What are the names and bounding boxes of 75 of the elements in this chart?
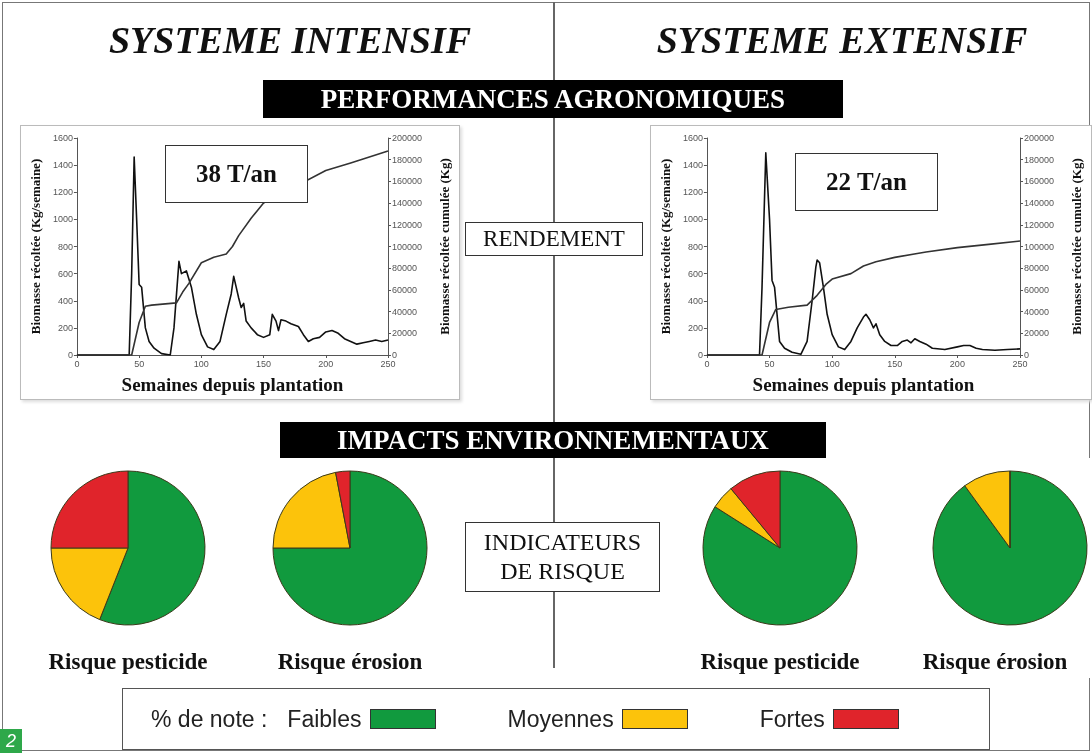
x-tick-label: 100 <box>824 358 840 369</box>
y-tick-label: 1200 <box>52 187 73 198</box>
x-tick-label: 0 <box>74 358 80 369</box>
y-tick-label: 0 <box>67 350 73 360</box>
y-tick-label: 600 <box>57 268 73 279</box>
y2-tick-label: 80000 <box>392 263 418 274</box>
y2-tick-label: 160000 <box>392 176 423 187</box>
y-tick-label: 1600 <box>682 133 703 143</box>
y2-axis-title: Biomasse récoltée cumulée (Kg) <box>437 158 452 335</box>
x-axis-title: Semaines depuis plantation <box>121 374 344 395</box>
text: Risque pesticide <box>48 649 208 674</box>
text: RENDEMENT <box>465 222 643 256</box>
text: 2 <box>0 729 22 753</box>
annotation: 22 T/an <box>795 153 938 211</box>
y-tick-label: 1000 <box>682 214 703 225</box>
text: PERFORMANCES AGRONOMIQUES <box>263 80 843 118</box>
y-tick-label: 0 <box>697 350 703 360</box>
y-tick-label: 600 <box>687 268 703 279</box>
y-tick-label: 1400 <box>52 160 73 171</box>
legend-title: % de note : <box>151 705 268 733</box>
y2-tick-label: 180000 <box>1024 154 1055 165</box>
y2-tick-label: 140000 <box>392 198 423 209</box>
text: Risque érosion <box>277 649 423 674</box>
x-axis-title: Semaines depuis plantation <box>752 374 975 395</box>
x-tick-label: 0 <box>704 358 710 369</box>
legend-label: Moyennes <box>507 705 614 733</box>
x-tick-label: 100 <box>193 358 209 369</box>
y2-axis-title: Biomasse récoltée cumulée (Kg) <box>1069 158 1084 335</box>
legend-label: Fortes <box>759 705 825 733</box>
text: INDICATEURS DE RISQUE <box>465 522 660 592</box>
y2-tick-label: 160000 <box>1024 176 1055 187</box>
y-axis-title: Biomasse récoltée (Kg/semaine) <box>28 158 43 335</box>
y-tick-label: 400 <box>687 295 703 306</box>
y2-tick-label: 80000 <box>1024 263 1050 274</box>
y-tick-label: 800 <box>57 241 73 252</box>
y-tick-label: 200 <box>687 322 703 333</box>
x-tick-label: 50 <box>134 358 145 369</box>
text: Risque pesticide <box>700 649 860 674</box>
y2-tick-label: 0 <box>1024 350 1030 360</box>
y-tick-label: 400 <box>57 295 73 306</box>
legend-label: Faibles <box>287 705 362 733</box>
y-tick-label: 1600 <box>52 133 73 143</box>
y-tick-label: 1000 <box>52 214 73 225</box>
y2-tick-label: 60000 <box>392 284 418 295</box>
y2-tick-label: 180000 <box>392 154 423 165</box>
y-tick-label: 1200 <box>682 187 703 198</box>
y2-tick-label: 0 <box>392 350 398 360</box>
text: IMPACTS ENVIRONNEMENTAUX <box>280 422 826 458</box>
x-tick-label: 250 <box>1012 358 1028 369</box>
y2-tick-label: 200000 <box>392 133 423 143</box>
y-axis-title: Biomasse récoltée (Kg/semaine) <box>658 158 673 335</box>
x-tick-label: 200 <box>318 358 334 369</box>
chart-title: SYSTEME INTENSIF <box>107 18 473 62</box>
x-tick-label: 200 <box>949 358 965 369</box>
y-tick-label: 200 <box>57 322 73 333</box>
y2-tick-label: 120000 <box>1024 219 1055 230</box>
annotation: 38 T/an <box>165 145 308 203</box>
y2-tick-label: 40000 <box>392 306 418 317</box>
chart-title: SYSTEME EXTENSIF <box>655 18 1029 62</box>
y-tick-label: 800 <box>687 241 703 252</box>
text: Risque érosion <box>922 649 1068 674</box>
y-tick-label: 1400 <box>682 160 703 171</box>
y2-tick-label: 100000 <box>1024 241 1055 252</box>
y2-tick-label: 140000 <box>1024 198 1055 209</box>
x-tick-label: 150 <box>887 358 903 369</box>
y2-tick-label: 100000 <box>392 241 423 252</box>
y2-tick-label: 200000 <box>1024 133 1055 143</box>
x-tick-label: 250 <box>380 358 396 369</box>
y2-tick-label: 60000 <box>1024 284 1050 295</box>
y2-tick-label: 20000 <box>392 328 418 339</box>
x-tick-label: 150 <box>256 358 272 369</box>
y2-tick-label: 40000 <box>1024 306 1050 317</box>
y2-tick-label: 120000 <box>392 219 423 230</box>
y2-tick-label: 20000 <box>1024 328 1050 339</box>
x-tick-label: 50 <box>764 358 775 369</box>
